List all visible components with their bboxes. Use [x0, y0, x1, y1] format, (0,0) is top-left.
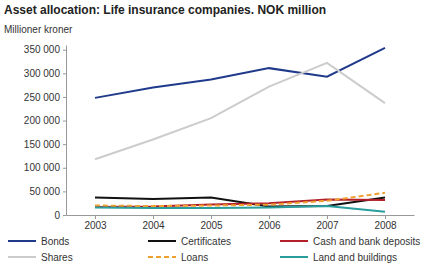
y-axis-line	[66, 46, 67, 216]
y-tick: 200 000	[24, 115, 66, 126]
x-axis-line	[67, 215, 415, 216]
x-tick-mark	[153, 215, 154, 219]
legend-label: Shares	[41, 252, 73, 263]
x-axis: 2003 2004 2005 2006 2007 2008	[67, 215, 415, 231]
legend-label: Land and buildings	[313, 252, 397, 263]
x-tick: 2005	[200, 215, 223, 231]
y-tick: 50 000	[29, 186, 66, 197]
x-tick-mark	[385, 215, 386, 219]
legend-label: Cash and bank deposits	[313, 236, 420, 247]
y-tick-label: 350 000	[24, 44, 61, 55]
legend-swatch	[8, 240, 36, 242]
legend-label: Loans	[181, 252, 208, 263]
x-tick: 2003	[84, 215, 107, 231]
y-tick-mark	[63, 168, 66, 169]
legend-swatch	[148, 240, 176, 242]
y-tick: 300 000	[24, 68, 66, 79]
x-tick-mark	[327, 215, 328, 219]
y-tick-label: 300 000	[24, 68, 61, 79]
y-tick-mark	[63, 144, 66, 145]
x-tick-label: 2007	[316, 220, 339, 231]
y-tick-mark	[63, 121, 66, 122]
x-tick-label: 2003	[84, 220, 107, 231]
legend-label: Bonds	[41, 236, 69, 247]
x-tick-label: 2006	[258, 220, 281, 231]
y-tick-label: 150 000	[24, 139, 61, 150]
x-tick-label: 2004	[142, 220, 165, 231]
x-tick: 2008	[374, 215, 397, 231]
x-tick-mark	[95, 215, 96, 219]
series-line	[95, 193, 385, 206]
x-tick: 2006	[258, 215, 281, 231]
y-tick-mark	[63, 73, 66, 74]
legend-swatch	[280, 240, 308, 242]
y-tick: 350 000	[24, 44, 66, 55]
legend: Bonds Certificates Cash and bank deposits S…	[8, 236, 420, 263]
x-tick: 2004	[142, 215, 165, 231]
series-line	[95, 63, 385, 159]
legend-swatch	[280, 256, 308, 258]
y-tick: 150 000	[24, 139, 66, 150]
chart: Asset allocation: Life insurance compani…	[0, 0, 426, 273]
y-tick: 250 000	[24, 92, 66, 103]
y-tick-mark	[63, 191, 66, 192]
y-tick-label: 0	[54, 210, 60, 221]
y-tick-label: 100 000	[24, 162, 61, 173]
y-tick-mark	[63, 215, 66, 216]
x-tick-label: 2008	[374, 220, 397, 231]
x-tick: 2007	[316, 215, 339, 231]
y-tick-mark	[63, 97, 66, 98]
y-axis-title: Millioner kroner	[4, 24, 73, 35]
y-tick-label: 50 000	[29, 186, 60, 197]
lines	[95, 48, 385, 212]
legend-swatch	[148, 256, 176, 258]
legend-swatch	[8, 256, 36, 258]
y-axis: 0 50 000 100 000 150 000 200 000 250 000 300 0…	[24, 44, 67, 220]
y-tick: 100 000	[24, 162, 66, 173]
x-tick-label: 2005	[200, 220, 223, 231]
y-tick: 0	[54, 210, 66, 221]
series-line	[95, 206, 385, 212]
y-tick-mark	[63, 50, 66, 51]
title: Asset allocation: Life insurance compani…	[4, 3, 326, 17]
x-tick-mark	[269, 215, 270, 219]
legend-label: Certificates	[181, 236, 231, 247]
x-tick-mark	[211, 215, 212, 219]
y-tick-label: 250 000	[24, 92, 61, 103]
y-tick-label: 200 000	[24, 115, 61, 126]
